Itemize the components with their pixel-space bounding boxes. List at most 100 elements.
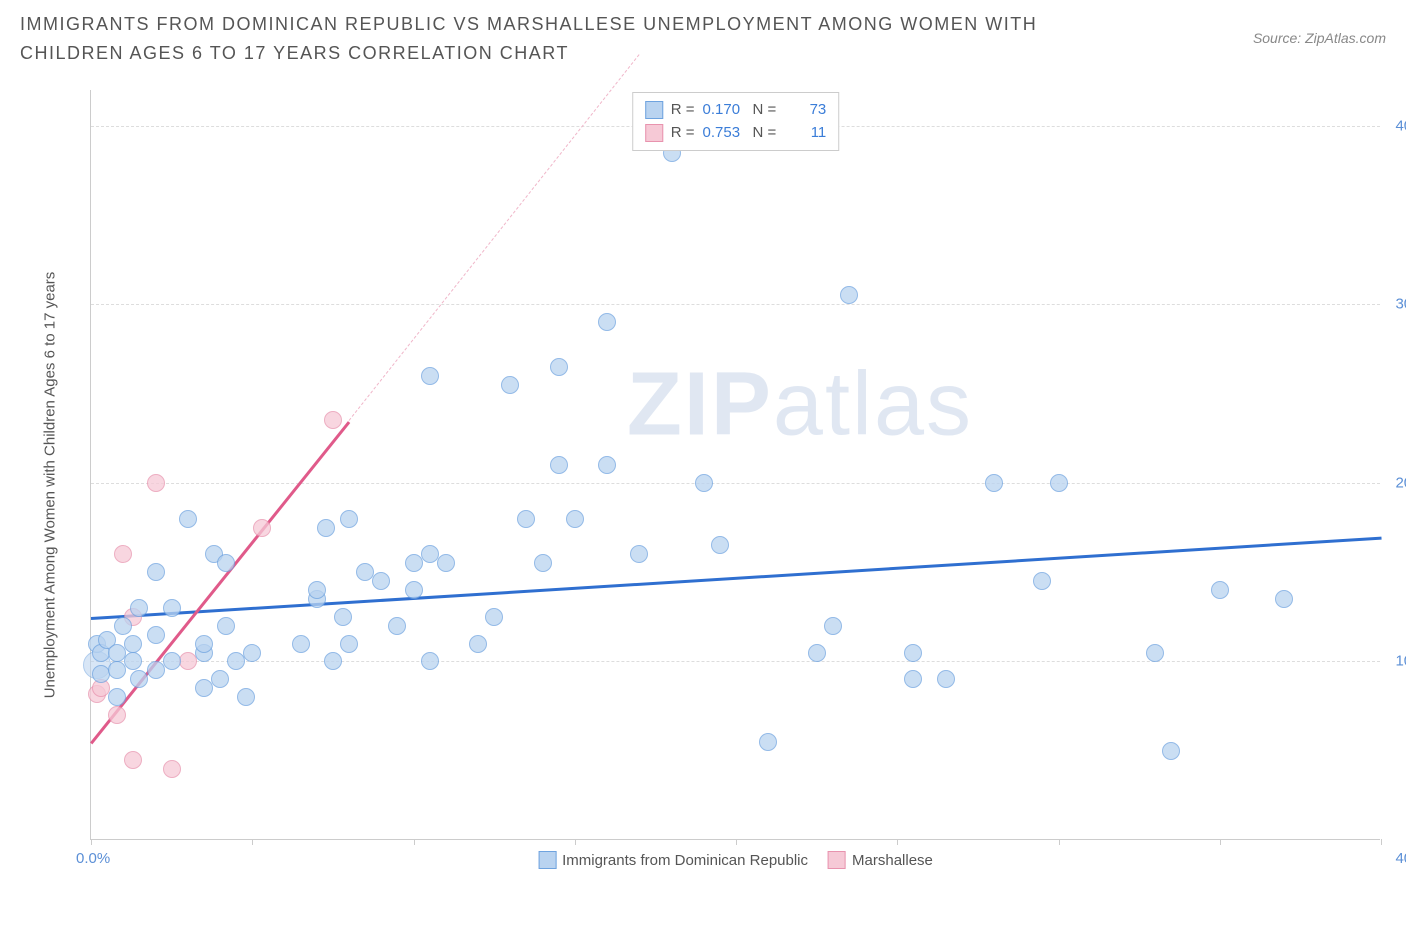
legend-n-label: N = xyxy=(753,122,777,145)
scatter-point xyxy=(550,456,568,474)
scatter-point xyxy=(421,652,439,670)
scatter-point xyxy=(195,679,213,697)
legend-item: Marshallese xyxy=(828,851,933,869)
x-tick xyxy=(897,839,898,845)
scatter-point xyxy=(317,519,335,537)
scatter-point xyxy=(485,608,503,626)
scatter-point xyxy=(237,688,255,706)
x-tick xyxy=(252,839,253,845)
scatter-point xyxy=(124,652,142,670)
x-tick-label: 40.0% xyxy=(1395,850,1406,867)
legend-item: Immigrants from Dominican Republic xyxy=(538,851,808,869)
scatter-point xyxy=(372,572,390,590)
scatter-point xyxy=(108,706,126,724)
legend-r-label: R = xyxy=(671,122,695,145)
scatter-point xyxy=(195,635,213,653)
scatter-point xyxy=(550,358,568,376)
scatter-plot: ZIPatlas R =0.170N =73R =0.753N =11 Immi… xyxy=(90,90,1380,840)
source-label: Source: ZipAtlas.com xyxy=(1253,30,1386,46)
scatter-point xyxy=(179,510,197,528)
legend-r-value: 0.753 xyxy=(703,122,745,145)
legend-row: R = 0.170 N = 73 xyxy=(645,99,827,122)
y-tick-label: 20.0% xyxy=(1388,474,1406,491)
scatter-point xyxy=(1033,572,1051,590)
scatter-point xyxy=(598,456,616,474)
scatter-point xyxy=(630,545,648,563)
scatter-point xyxy=(124,751,142,769)
chart-title: IMMIGRANTS FROM DOMINICAN REPUBLIC VS MA… xyxy=(20,10,1120,68)
scatter-point xyxy=(217,617,235,635)
header: IMMIGRANTS FROM DOMINICAN REPUBLIC VS MA… xyxy=(0,0,1406,68)
scatter-point xyxy=(904,670,922,688)
scatter-point xyxy=(147,661,165,679)
legend-correlation: R = 0.170 N = 73 R = 0.753 N = 11 xyxy=(632,92,840,151)
legend-label: Marshallese xyxy=(852,852,933,869)
scatter-point xyxy=(147,474,165,492)
scatter-point xyxy=(147,563,165,581)
legend-n-value: 11 xyxy=(784,122,826,145)
scatter-point xyxy=(308,581,326,599)
legend-label: Immigrants from Dominican Republic xyxy=(562,852,808,869)
chart-area: Unemployment Among Women with Children A… xyxy=(60,90,1390,880)
y-tick-label: 30.0% xyxy=(1388,296,1406,313)
scatter-point xyxy=(253,519,271,537)
scatter-point xyxy=(340,635,358,653)
scatter-point xyxy=(566,510,584,528)
gridline xyxy=(91,483,1380,484)
x-tick-label: 0.0% xyxy=(76,850,110,867)
scatter-point xyxy=(469,635,487,653)
gridline xyxy=(91,304,1380,305)
x-tick xyxy=(575,839,576,845)
scatter-point xyxy=(1211,581,1229,599)
scatter-point xyxy=(437,554,455,572)
scatter-point xyxy=(324,411,342,429)
scatter-point xyxy=(501,376,519,394)
scatter-point xyxy=(163,599,181,617)
scatter-point xyxy=(517,510,535,528)
scatter-point xyxy=(534,554,552,572)
scatter-point xyxy=(114,545,132,563)
scatter-point xyxy=(824,617,842,635)
gridline xyxy=(91,661,1380,662)
scatter-point xyxy=(179,652,197,670)
scatter-point xyxy=(324,652,342,670)
scatter-point xyxy=(243,644,261,662)
scatter-point xyxy=(759,733,777,751)
scatter-point xyxy=(130,599,148,617)
scatter-point xyxy=(217,554,235,572)
legend-n-value: 73 xyxy=(784,99,826,122)
scatter-point xyxy=(405,554,423,572)
legend-n-label: N = xyxy=(753,99,777,122)
x-tick xyxy=(1059,839,1060,845)
scatter-point xyxy=(388,617,406,635)
y-tick-label: 40.0% xyxy=(1388,117,1406,134)
scatter-point xyxy=(1275,590,1293,608)
y-axis-label: Unemployment Among Women with Children A… xyxy=(42,272,59,699)
legend-r-value: 0.170 xyxy=(703,99,745,122)
x-tick xyxy=(414,839,415,845)
scatter-point xyxy=(292,635,310,653)
legend-swatch xyxy=(538,851,556,869)
scatter-point xyxy=(711,536,729,554)
x-tick xyxy=(1381,839,1382,845)
scatter-point xyxy=(227,652,245,670)
legend-series: Immigrants from Dominican Republic Marsha… xyxy=(538,851,933,869)
scatter-point xyxy=(985,474,1003,492)
scatter-point xyxy=(340,510,358,528)
trend-line-extension xyxy=(349,54,640,421)
scatter-point xyxy=(211,670,229,688)
legend-r-label: R = xyxy=(671,99,695,122)
scatter-point xyxy=(1162,742,1180,760)
scatter-point xyxy=(163,760,181,778)
scatter-point xyxy=(695,474,713,492)
scatter-point xyxy=(937,670,955,688)
x-tick xyxy=(91,839,92,845)
legend-swatch xyxy=(645,101,663,119)
scatter-point xyxy=(1146,644,1164,662)
scatter-point xyxy=(108,688,126,706)
scatter-point xyxy=(334,608,352,626)
scatter-point xyxy=(108,661,126,679)
legend-swatch xyxy=(828,851,846,869)
scatter-point xyxy=(904,644,922,662)
scatter-point xyxy=(405,581,423,599)
